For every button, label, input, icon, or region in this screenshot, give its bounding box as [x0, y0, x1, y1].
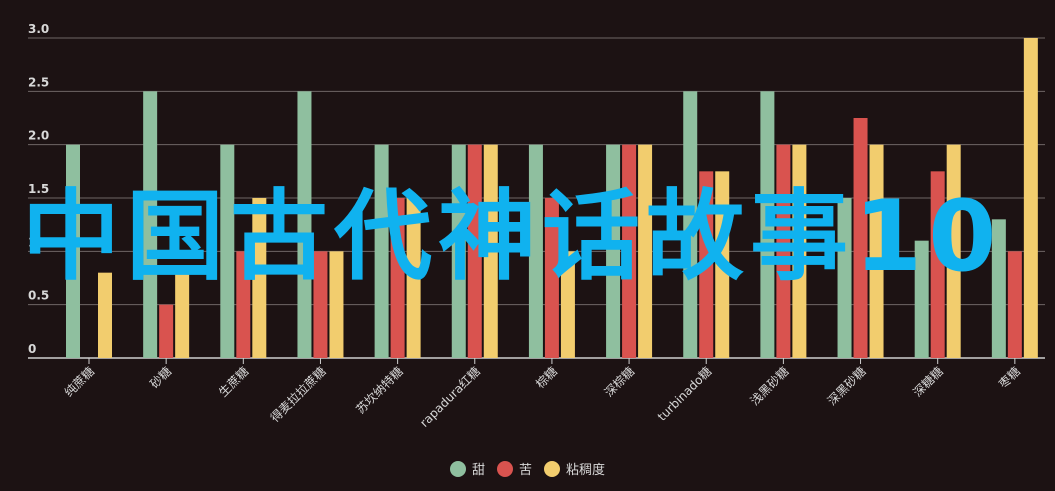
bar	[406, 198, 421, 358]
x-tick-label: 深糖糖	[910, 364, 946, 400]
bar	[622, 144, 637, 358]
bar	[638, 144, 653, 358]
x-tick-label: 枣糖	[995, 364, 1023, 392]
y-tick-label: 2.5	[28, 75, 49, 89]
bar	[252, 198, 267, 358]
bar	[297, 91, 312, 358]
y-tick-label: 3.0	[28, 22, 49, 36]
legend-item-sweet[interactable]: 甜	[449, 459, 485, 478]
bar	[683, 91, 698, 358]
bar	[914, 240, 929, 358]
legend-label-viscosity: 粘稠度	[566, 463, 606, 478]
bar	[853, 118, 868, 358]
legend-item-viscosity[interactable]: 粘稠度	[544, 459, 605, 478]
x-tick-label: 纯蔗糖	[61, 364, 97, 400]
bar	[715, 171, 730, 358]
bar	[313, 251, 328, 358]
y-tick-label: 2.0	[28, 129, 49, 143]
y-tick-label: 0.5	[28, 289, 49, 303]
legend-item-bitter[interactable]: 苦	[496, 459, 532, 478]
x-tick-label: 得麦拉拉蔗糖	[267, 364, 329, 426]
bar	[98, 272, 112, 358]
bar	[451, 144, 466, 358]
bar	[1023, 38, 1038, 358]
y-tick-label: 0	[28, 342, 36, 356]
bar	[175, 272, 190, 358]
bar	[544, 198, 559, 358]
bar	[869, 144, 884, 358]
bar	[467, 144, 482, 358]
bar	[236, 251, 251, 358]
bar	[792, 144, 807, 358]
legend: 甜 苦 粘稠度	[0, 459, 1055, 478]
x-tick-label: 棕糖	[532, 364, 560, 392]
bar	[143, 91, 158, 358]
legend-label-bitter: 苦	[518, 463, 532, 478]
bar	[991, 219, 1006, 358]
bar	[374, 144, 389, 358]
bar	[159, 304, 174, 358]
legend-swatch-viscosity	[544, 460, 560, 477]
x-tick-label: 苏坎纳特糖	[353, 364, 406, 417]
bar	[699, 171, 714, 358]
bar	[390, 198, 405, 358]
x-tick-label: 浅黑砂糖	[747, 364, 792, 409]
legend-swatch-sweet	[449, 460, 466, 477]
bar	[483, 144, 498, 358]
x-tick-label: 深黑砂糖	[824, 364, 869, 409]
bar	[528, 144, 543, 358]
x-tick-label: 砂糖	[147, 364, 175, 392]
bar	[329, 251, 344, 358]
legend-label-sweet: 甜	[471, 463, 485, 478]
bar	[946, 144, 961, 358]
bar	[560, 251, 575, 358]
legend-swatch-bitter	[496, 460, 513, 477]
bar	[837, 198, 852, 358]
y-tick-label: 1.5	[28, 182, 49, 196]
bar	[66, 144, 80, 358]
x-tick-label: turbinado糖	[654, 364, 714, 424]
bar	[220, 144, 235, 358]
bar	[1007, 251, 1022, 358]
bar	[606, 144, 621, 358]
bar	[776, 144, 791, 358]
bar	[760, 91, 775, 358]
x-tick-label: rapadura红糖	[417, 364, 483, 430]
y-tick-label: 1.0	[28, 235, 49, 249]
x-tick-label: 深棕糖	[601, 364, 637, 400]
x-tick-label: 生蔗糖	[215, 364, 251, 400]
bar	[930, 171, 945, 358]
